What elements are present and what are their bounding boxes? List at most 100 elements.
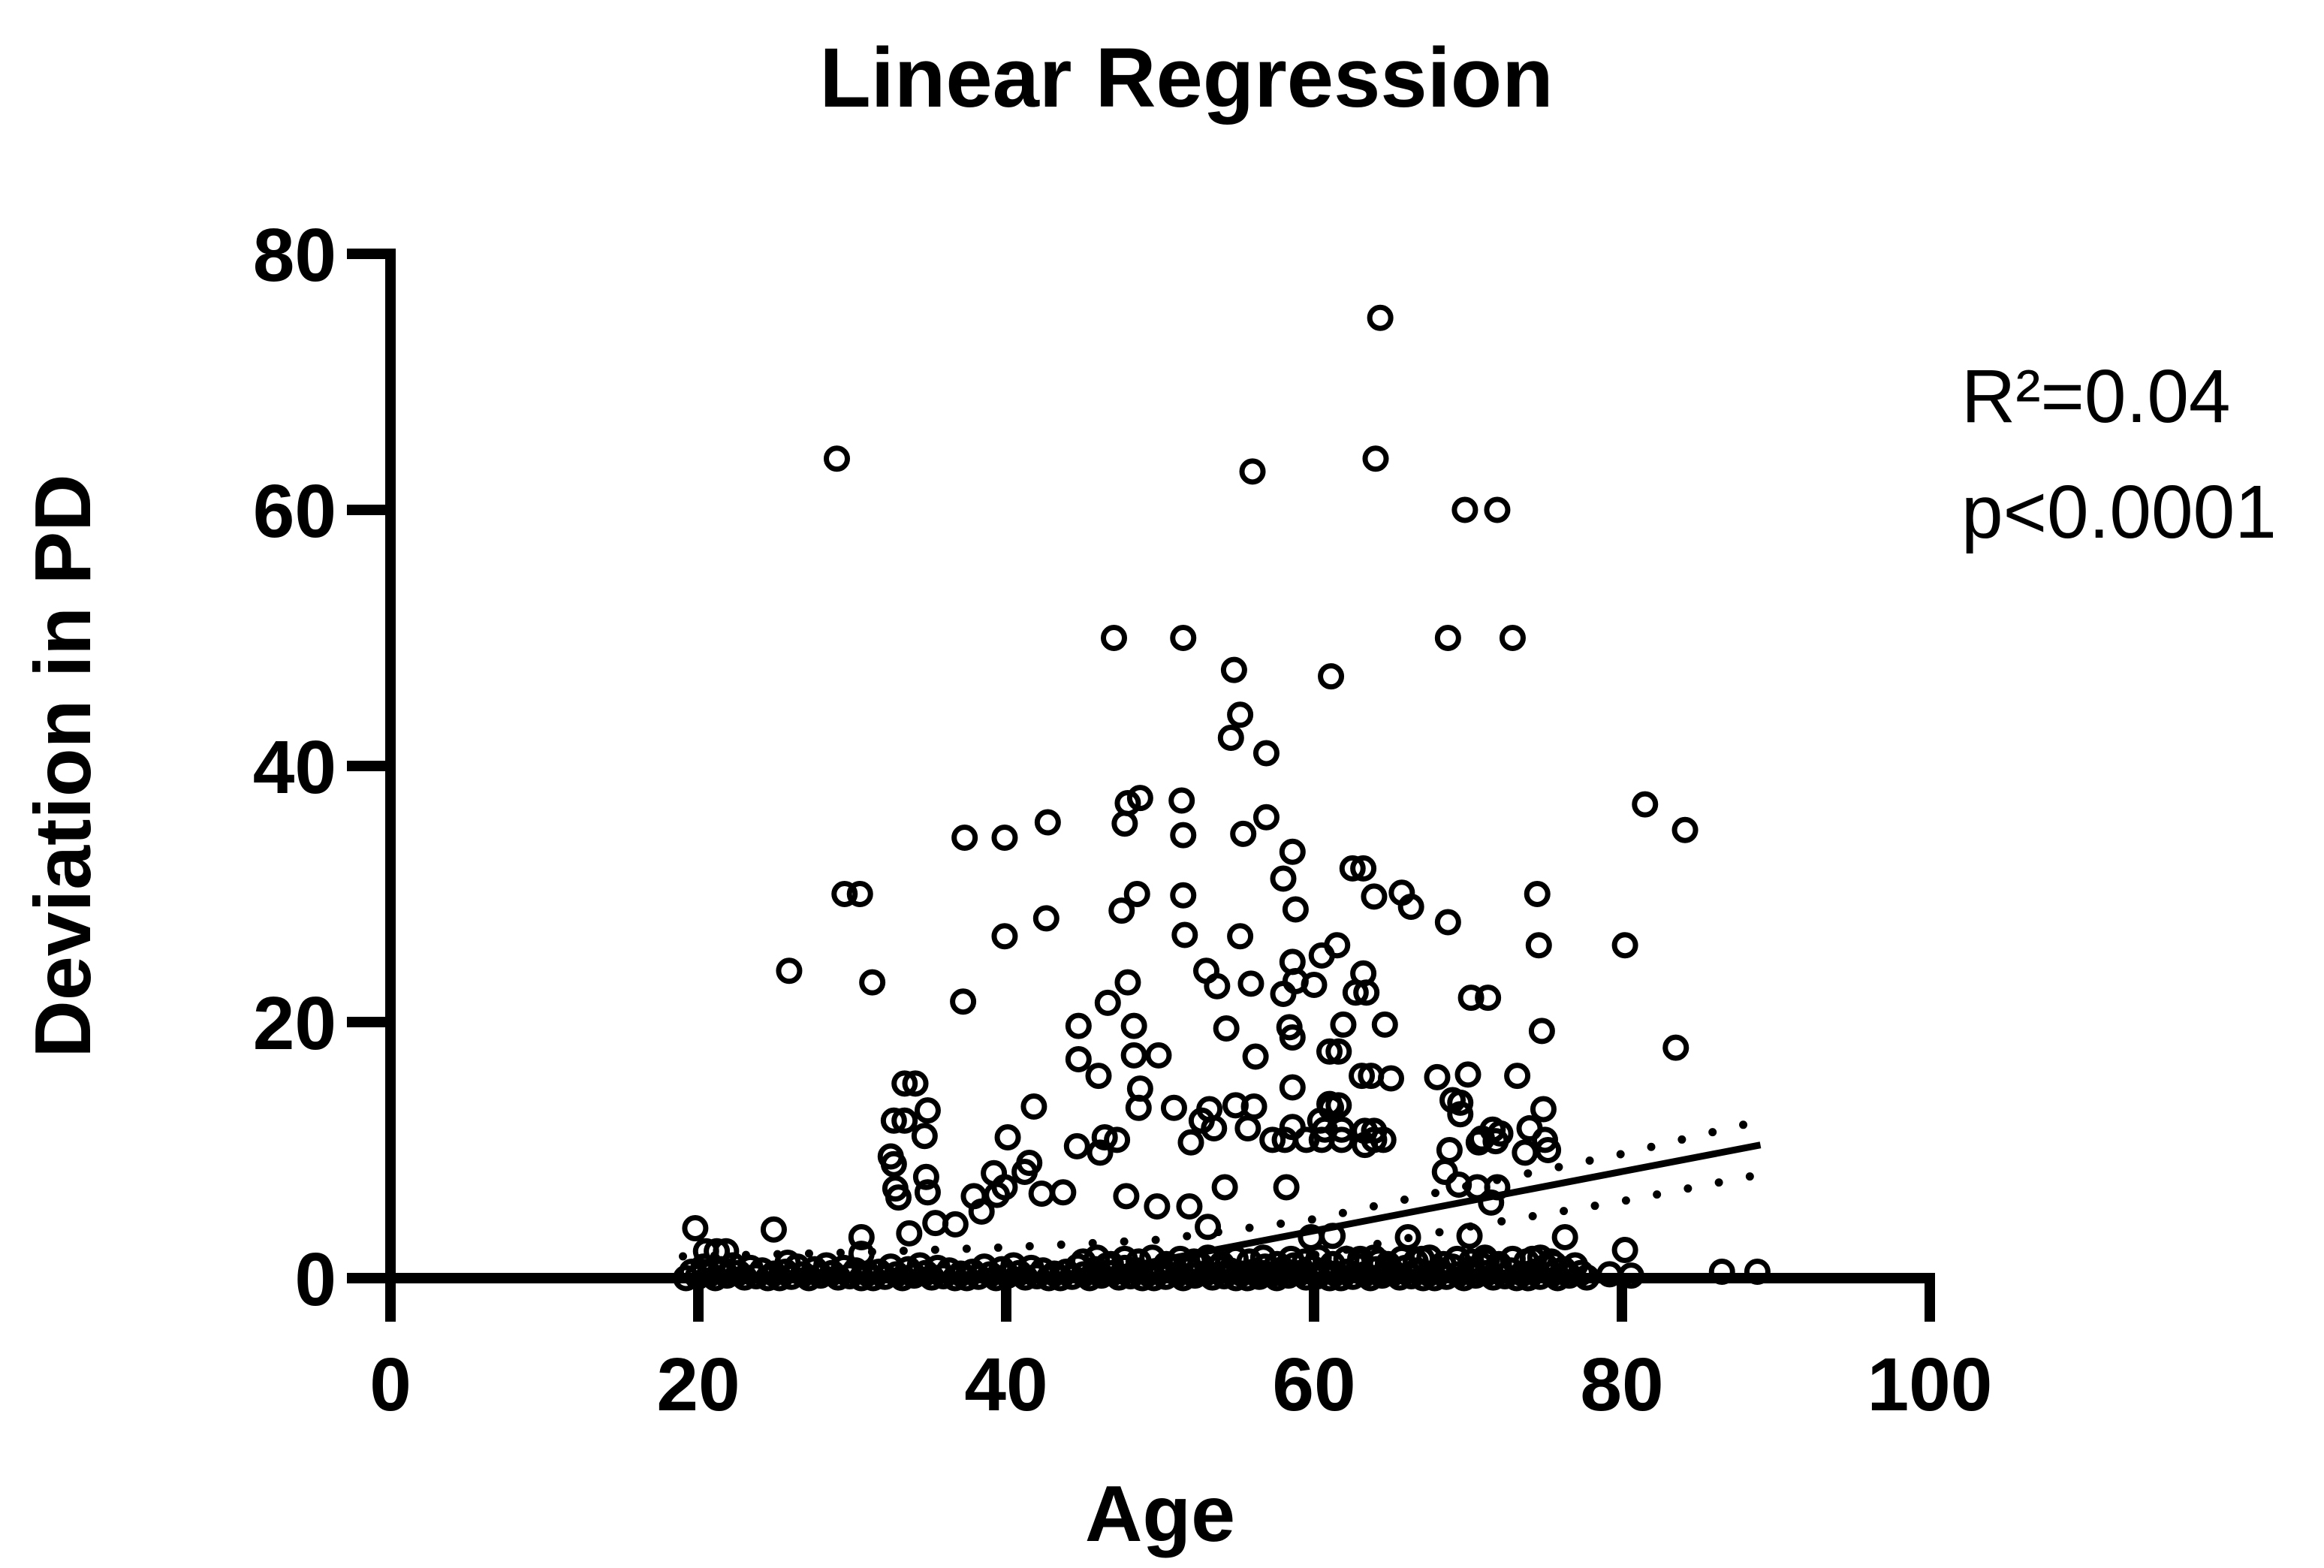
data-point: [1050, 1179, 1077, 1206]
data-point: [902, 1070, 929, 1097]
data-point: [1195, 1244, 1222, 1271]
data-point: [911, 1123, 938, 1150]
data-point: [1325, 1038, 1352, 1065]
scatter-points-layer: [673, 304, 1771, 1292]
axes-frame: [385, 249, 1935, 1283]
data-point: [1011, 1158, 1038, 1185]
data-point: [1524, 881, 1551, 907]
data-point: [1091, 1123, 1118, 1150]
data-point: [1512, 1139, 1539, 1166]
confidence-band-upper: [679, 1116, 1765, 1261]
data-point: [1087, 1139, 1114, 1166]
data-point: [1028, 1180, 1055, 1207]
data-point: [1434, 625, 1461, 651]
confidence-band-lower: [1186, 1170, 1765, 1280]
data-point: [1227, 923, 1254, 950]
x-tick-label: 40: [964, 1343, 1047, 1427]
data-point: [991, 923, 1018, 950]
data-point: [1237, 970, 1264, 997]
data-point: [991, 1174, 1018, 1201]
data-point: [824, 445, 850, 472]
data-point: [1456, 1223, 1483, 1250]
data-point: [1170, 625, 1197, 651]
data-point: [1176, 1193, 1203, 1220]
data-point: [704, 1238, 731, 1265]
data-point: [896, 1220, 923, 1247]
data-point: [1084, 1244, 1111, 1271]
data-point: [1170, 882, 1197, 909]
data-point: [1454, 1061, 1482, 1088]
y-tick-label: 0: [294, 1238, 336, 1322]
data-point: [994, 1123, 1021, 1150]
data-point: [1240, 1093, 1267, 1120]
data-point: [1063, 1132, 1090, 1159]
data-point: [1279, 1024, 1306, 1051]
data-point: [1273, 1174, 1300, 1201]
y-axis-label: Deviation in PD: [19, 474, 107, 1057]
data-point: [1279, 838, 1306, 865]
data-point: [1267, 1259, 1294, 1286]
data-point: [1195, 1214, 1222, 1241]
x-tick-label: 0: [369, 1343, 411, 1427]
x-tick-label: 100: [1867, 1343, 1993, 1427]
data-point: [1434, 909, 1461, 936]
data-point: [1108, 897, 1135, 924]
data-point: [1145, 1042, 1172, 1069]
x-tick-label: 80: [1580, 1343, 1663, 1427]
data-point: [1144, 1193, 1171, 1220]
data-point: [950, 988, 977, 1015]
data-point: [1171, 921, 1198, 948]
data-point: [1230, 820, 1257, 847]
data-point: [914, 1179, 941, 1206]
data-point: [1292, 1248, 1319, 1275]
data-point: [831, 881, 858, 907]
data-point: [1457, 1248, 1485, 1275]
y-tick-label: 40: [253, 725, 336, 810]
data-point: [1473, 1248, 1500, 1275]
data-point: [1478, 1189, 1505, 1216]
data-point: [1201, 1115, 1228, 1142]
data-point: [1168, 787, 1195, 814]
data-point: [1020, 1093, 1047, 1120]
data-point: [760, 1216, 787, 1243]
data-point: [1342, 979, 1369, 1006]
data-point: [1114, 969, 1141, 996]
data-point: [1424, 1063, 1451, 1090]
data-point: [1632, 791, 1659, 818]
data-point: [1234, 1115, 1261, 1142]
data-point: [1484, 496, 1511, 523]
data-point: [1282, 896, 1309, 923]
data-point: [1249, 1244, 1277, 1271]
data-point: [1431, 1158, 1458, 1185]
data-point: [1065, 1045, 1092, 1072]
data-point: [1371, 1011, 1398, 1038]
data-point: [1167, 1245, 1194, 1272]
data-point: [1457, 985, 1485, 1012]
data-point: [1361, 883, 1388, 910]
x-axis-label: Age: [1085, 1470, 1235, 1558]
data-point: [1227, 701, 1254, 728]
data-point: [1436, 1137, 1463, 1163]
data-point: [1125, 1248, 1152, 1275]
data-point: [1611, 1236, 1638, 1263]
data-point: [1528, 1018, 1555, 1045]
data-point: [1120, 1042, 1147, 1069]
data-point: [1370, 1126, 1397, 1153]
data-point: [968, 1198, 995, 1225]
data-point: [848, 1241, 875, 1268]
data-point: [1085, 1063, 1112, 1090]
data-point: [1319, 1223, 1346, 1250]
data-point: [1617, 1262, 1644, 1289]
data-point: [1070, 1248, 1096, 1275]
data-point: [1113, 1183, 1140, 1210]
data-point: [1301, 972, 1328, 999]
data-point: [1504, 1063, 1531, 1090]
data-point: [1101, 625, 1127, 651]
data-point: [942, 1211, 969, 1238]
data-point: [1125, 1094, 1152, 1121]
data-point: [1032, 905, 1060, 932]
data-point: [1551, 1223, 1578, 1250]
data-point: [1744, 1258, 1771, 1285]
data-point: [1339, 855, 1366, 882]
